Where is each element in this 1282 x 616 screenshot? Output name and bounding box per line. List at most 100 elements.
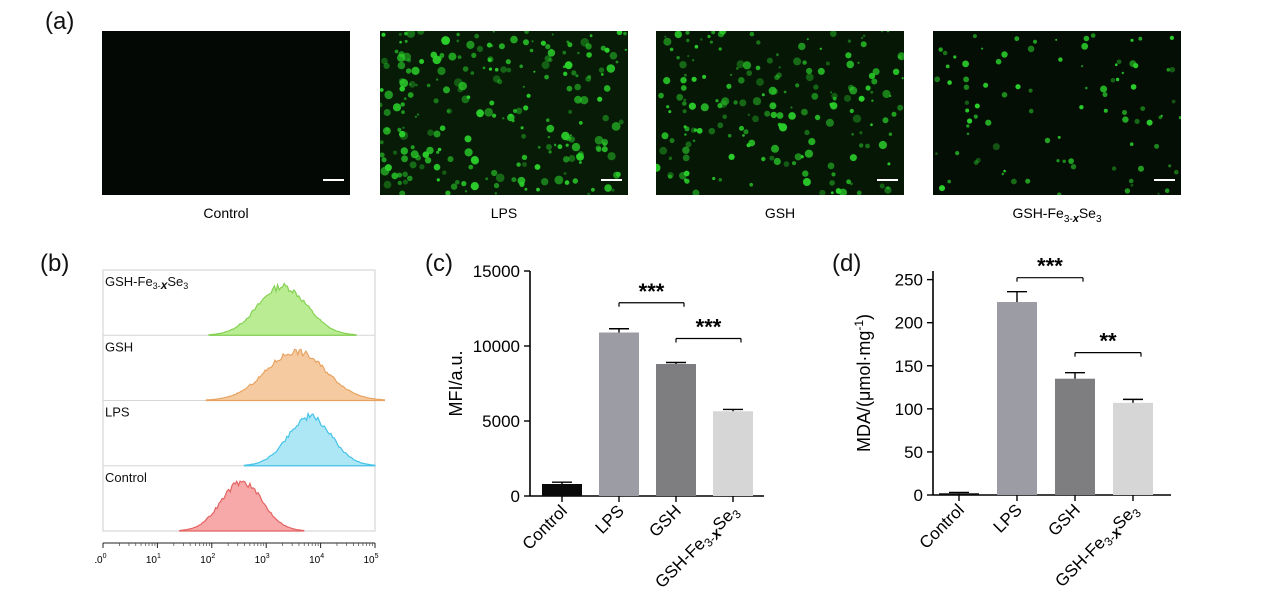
cell-dot <box>1129 142 1134 146</box>
cell-dot <box>870 123 873 126</box>
cell-dot <box>383 109 391 116</box>
cell-dot <box>571 142 581 152</box>
cell-dot <box>397 61 406 70</box>
cell-dot <box>769 102 777 110</box>
cell-dot <box>992 143 1000 151</box>
cell-dot <box>1130 84 1137 90</box>
cell-dot <box>783 90 787 94</box>
cell-dot <box>1134 118 1140 124</box>
cell-dot <box>707 34 711 39</box>
cell-dot <box>739 125 744 131</box>
cell-dot <box>694 44 699 49</box>
cell-dot <box>859 143 864 148</box>
cell-dot <box>602 114 609 122</box>
cell-dot <box>454 78 463 87</box>
cell-dot <box>427 129 434 136</box>
cell-dot <box>715 99 719 103</box>
cell-dot <box>392 103 402 112</box>
cell-dot <box>684 133 687 136</box>
cell-dot <box>666 105 670 109</box>
y-tick-label: 0 <box>914 486 923 505</box>
cell-dot <box>380 166 390 176</box>
cell-dot <box>1166 68 1171 72</box>
cell-dot <box>870 90 874 94</box>
x-tick-label: 104 <box>309 553 324 566</box>
cell-dot <box>829 180 835 186</box>
tick-base: 10 <box>363 555 375 566</box>
cell-dot <box>802 60 807 65</box>
micrograph-label-gsh: GSH <box>764 205 796 221</box>
cell-dot <box>974 103 980 109</box>
cell-dot <box>394 49 399 54</box>
cell-dot <box>674 31 682 39</box>
cell-dot <box>1003 169 1006 173</box>
cell-dot <box>502 117 505 120</box>
cell-dot <box>844 94 851 102</box>
cell-dot <box>544 74 549 80</box>
cell-dot <box>947 179 951 184</box>
cell-dot <box>549 48 553 52</box>
cell-dot <box>776 112 784 119</box>
cell-dot <box>849 86 858 95</box>
tick-base: 10 <box>95 555 103 566</box>
cell-dot <box>564 61 573 70</box>
cell-dot <box>457 55 462 59</box>
label-text: GSH-Fe <box>1051 533 1109 591</box>
cell-dot <box>851 133 854 136</box>
cell-dot <box>492 75 501 83</box>
cell-dot <box>1157 192 1160 195</box>
bar-4 <box>1113 402 1153 495</box>
cell-dot <box>1171 99 1176 104</box>
cell-dot <box>437 147 442 152</box>
cell-dot <box>1110 78 1116 83</box>
cell-dot <box>407 175 413 182</box>
cell-dot <box>1115 77 1120 82</box>
cell-dot <box>436 150 440 154</box>
cell-dot <box>466 95 471 99</box>
cell-dot <box>972 34 977 39</box>
cell-dot <box>806 67 813 75</box>
cell-dot <box>476 45 484 52</box>
cell-dot <box>935 152 938 155</box>
tick-exp: 1 <box>157 553 161 560</box>
cell-dot <box>860 41 867 48</box>
cell-dot <box>730 73 733 76</box>
cell-dot <box>562 50 567 55</box>
cell-dot <box>397 172 402 178</box>
cell-dot <box>964 100 970 105</box>
cell-dot <box>568 109 573 114</box>
cell-dot <box>1025 178 1031 184</box>
cell-dot <box>519 181 525 187</box>
cell-dot <box>607 152 616 161</box>
cell-dot <box>791 161 797 166</box>
cell-dot <box>580 38 590 47</box>
cell-dot <box>717 122 724 129</box>
cell-dot <box>850 182 853 186</box>
cell-dot <box>426 83 431 88</box>
cell-dot <box>433 163 441 171</box>
cell-dot <box>424 157 432 164</box>
cell-dot <box>1140 106 1146 111</box>
cell-dot <box>442 170 447 175</box>
cell-dot <box>711 31 716 35</box>
cell-dot <box>663 77 671 85</box>
cell-dot <box>806 38 809 41</box>
cell-dot <box>795 83 800 88</box>
cell-dot <box>433 98 439 104</box>
cell-dot <box>891 111 897 117</box>
cell-dot <box>563 71 568 76</box>
bar-2 <box>997 302 1037 495</box>
cell-dot <box>682 146 690 154</box>
tick-base: 10 <box>200 555 212 566</box>
cell-dot <box>455 180 460 185</box>
cell-dot <box>402 179 408 185</box>
cell-dot <box>545 44 551 50</box>
histogram-1 <box>208 282 357 336</box>
cell-dot <box>461 181 467 187</box>
y-axis-label: MFI/a.u. <box>446 350 466 416</box>
histogram-3 <box>243 411 376 467</box>
cell-dot <box>520 126 524 130</box>
cell-dot <box>718 47 722 51</box>
cell-dot <box>433 130 441 138</box>
cell-dot <box>892 68 900 75</box>
